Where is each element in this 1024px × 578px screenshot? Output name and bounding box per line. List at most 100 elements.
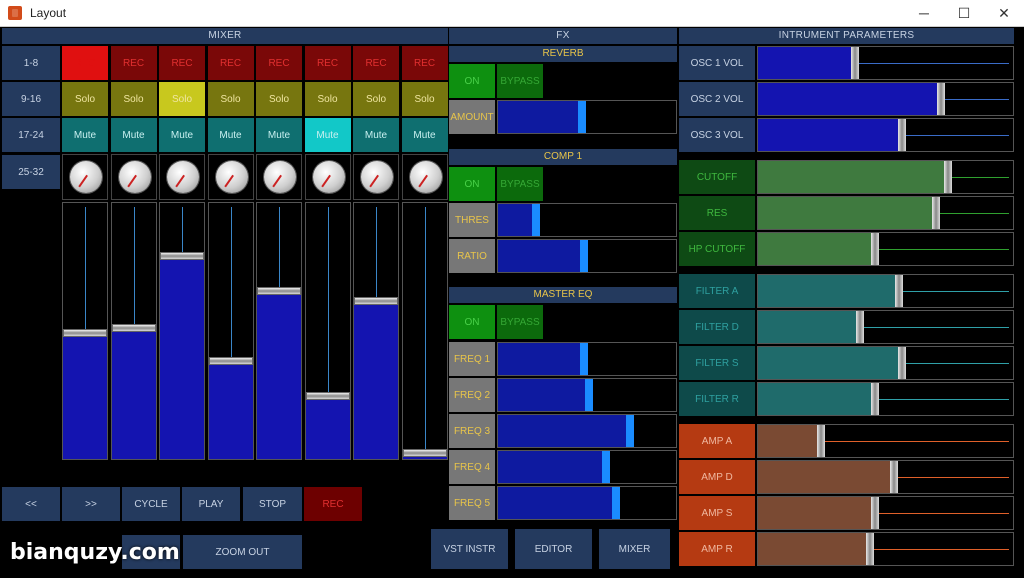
param-slider[interactable] — [757, 274, 1014, 308]
param-slider[interactable] — [757, 196, 1014, 230]
rec-button[interactable]: REC — [207, 46, 254, 80]
param-handle[interactable] — [895, 275, 903, 307]
fader-handle[interactable] — [354, 296, 398, 305]
eq-band-3-slider[interactable] — [497, 414, 677, 448]
param-slider[interactable] — [757, 382, 1014, 416]
param-handle[interactable] — [851, 47, 859, 79]
param-handle[interactable] — [898, 347, 906, 379]
pan-knob[interactable] — [312, 161, 345, 193]
maximize-button[interactable]: ☐ — [957, 5, 971, 21]
bank-button-3[interactable]: 17-24 — [2, 118, 60, 152]
param-handle[interactable] — [890, 461, 898, 493]
channel-fader[interactable] — [110, 202, 157, 460]
param-slider[interactable] — [757, 424, 1014, 458]
eq-band-4-slider[interactable] — [497, 450, 677, 484]
solo-button[interactable]: Solo — [110, 82, 157, 116]
on-button[interactable]: ON — [449, 305, 495, 339]
eq-band-1-slider[interactable] — [497, 342, 677, 376]
on-button[interactable]: ON — [449, 64, 495, 98]
rec-button[interactable]: REC — [401, 46, 448, 80]
pan-knob[interactable] — [70, 161, 102, 193]
rec-button[interactable]: REC — [62, 46, 108, 80]
zoom-out-button[interactable]: ZOOM OUT — [183, 535, 302, 569]
rec-button[interactable]: REC — [353, 46, 399, 80]
pan-knob[interactable] — [118, 161, 151, 193]
param-slider[interactable] — [757, 82, 1014, 116]
solo-button[interactable]: Solo — [353, 82, 399, 116]
param-slider[interactable] — [757, 118, 1014, 152]
eq-band-1-handle[interactable] — [580, 343, 588, 375]
fader-handle[interactable] — [208, 356, 253, 365]
mute-button[interactable]: Mute — [159, 118, 205, 152]
rec-button[interactable]: REC — [256, 46, 302, 80]
play-button[interactable]: PLAY — [182, 487, 240, 521]
channel-fader[interactable] — [353, 202, 399, 460]
transport-rec-button[interactable]: REC — [304, 487, 362, 521]
mixer-button[interactable]: MIXER — [599, 529, 670, 569]
mute-button[interactable]: Mute — [256, 118, 302, 152]
pan-knob[interactable] — [264, 161, 296, 193]
rec-button[interactable]: REC — [110, 46, 157, 80]
solo-button[interactable]: Solo — [256, 82, 302, 116]
mute-button[interactable]: Mute — [62, 118, 108, 152]
comp-thres-slider[interactable] — [497, 203, 677, 237]
fader-handle[interactable] — [111, 324, 156, 332]
bypass-button[interactable]: BYPASS — [497, 167, 543, 201]
comp-ratio-slider[interactable] — [497, 239, 677, 273]
mute-button[interactable]: Mute — [353, 118, 399, 152]
mute-button[interactable]: Mute — [110, 118, 157, 152]
solo-button[interactable]: Solo — [304, 82, 351, 116]
vst-instr-button[interactable]: VST INSTR — [431, 529, 508, 569]
param-slider[interactable] — [757, 46, 1014, 80]
forward-button[interactable]: >> — [62, 487, 120, 521]
fader-handle[interactable] — [63, 329, 107, 337]
eq-band-4-handle[interactable] — [602, 451, 610, 483]
close-button[interactable]: ✕ — [998, 5, 1010, 21]
eq-band-3-handle[interactable] — [626, 415, 634, 447]
channel-fader[interactable] — [159, 202, 205, 460]
eq-band-5-slider[interactable] — [497, 486, 677, 520]
param-slider[interactable] — [757, 346, 1014, 380]
comp-ratio-handle[interactable] — [580, 240, 588, 272]
pan-knob[interactable] — [361, 161, 393, 193]
solo-button[interactable]: Solo — [62, 82, 108, 116]
cycle-button[interactable]: CYCLE — [122, 487, 180, 521]
on-button[interactable]: ON — [449, 167, 495, 201]
solo-button[interactable]: Solo — [159, 82, 205, 116]
param-handle[interactable] — [817, 425, 825, 457]
param-slider[interactable] — [757, 160, 1014, 194]
reverb-amount-slider[interactable] — [497, 100, 677, 134]
fader-handle[interactable] — [257, 286, 301, 295]
param-handle[interactable] — [871, 233, 879, 265]
pan-knob[interactable] — [215, 161, 248, 193]
solo-button[interactable]: Solo — [401, 82, 448, 116]
eq-band-2-slider[interactable] — [497, 378, 677, 412]
param-handle[interactable] — [871, 383, 879, 415]
editor-button[interactable]: EDITOR — [515, 529, 592, 569]
reverb-amount-handle[interactable] — [578, 101, 586, 133]
rewind-button[interactable]: << — [2, 487, 60, 521]
fader-handle[interactable] — [402, 449, 447, 457]
param-handle[interactable] — [856, 311, 864, 343]
param-slider[interactable] — [757, 460, 1014, 494]
fader-handle[interactable] — [160, 251, 204, 260]
solo-button[interactable]: Solo — [207, 82, 254, 116]
rec-button[interactable]: REC — [159, 46, 205, 80]
pan-knob[interactable] — [167, 161, 199, 193]
bank-button-1[interactable]: 1-8 — [2, 46, 60, 80]
channel-fader[interactable] — [256, 202, 302, 460]
param-slider[interactable] — [757, 496, 1014, 530]
mute-button[interactable]: Mute — [304, 118, 351, 152]
bank-button-2[interactable]: 9-16 — [2, 82, 60, 116]
param-handle[interactable] — [866, 533, 874, 565]
param-slider[interactable] — [757, 532, 1014, 566]
param-handle[interactable] — [932, 197, 940, 229]
rec-button[interactable]: REC — [304, 46, 351, 80]
eq-band-2-handle[interactable] — [585, 379, 593, 411]
mute-button[interactable]: Mute — [207, 118, 254, 152]
param-handle[interactable] — [944, 161, 952, 193]
channel-fader[interactable] — [62, 202, 108, 460]
param-handle[interactable] — [937, 83, 945, 115]
channel-fader[interactable] — [207, 202, 254, 460]
comp-thres-handle[interactable] — [532, 204, 540, 236]
